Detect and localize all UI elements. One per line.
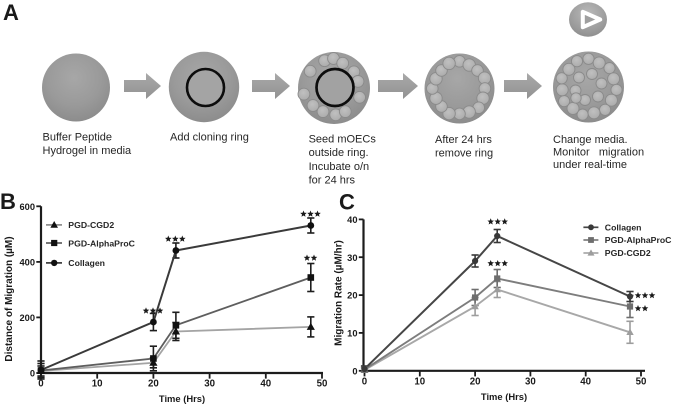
svg-text:B: B bbox=[0, 189, 16, 214]
svg-text:Seed mOECs: Seed mOECs bbox=[309, 133, 377, 145]
svg-text:50: 50 bbox=[317, 379, 328, 390]
svg-text:Collagen: Collagen bbox=[605, 223, 642, 233]
svg-text:30: 30 bbox=[347, 253, 357, 263]
svg-text:20: 20 bbox=[470, 377, 481, 388]
svg-text:PGD-AlphaProC: PGD-AlphaProC bbox=[605, 235, 672, 245]
svg-text:400: 400 bbox=[19, 257, 35, 267]
svg-text:0: 0 bbox=[38, 379, 43, 390]
svg-text:Add cloning ring: Add cloning ring bbox=[170, 131, 249, 143]
svg-text:Migration Rate (µM/hr): Migration Rate (µM/hr) bbox=[333, 240, 344, 346]
svg-text:PGD-CGD2: PGD-CGD2 bbox=[68, 220, 114, 230]
svg-text:under real-time: under real-time bbox=[553, 159, 627, 171]
svg-text:Time (Hrs): Time (Hrs) bbox=[481, 391, 527, 402]
svg-text:30: 30 bbox=[525, 377, 536, 388]
svg-text:0: 0 bbox=[30, 369, 35, 379]
svg-text:After 24 hrs: After 24 hrs bbox=[435, 134, 492, 146]
svg-text:outside ring.: outside ring. bbox=[309, 147, 369, 159]
svg-text:Incubate o/n: Incubate o/n bbox=[309, 161, 370, 173]
svg-text:for 24 hrs: for 24 hrs bbox=[309, 175, 356, 187]
svg-text:10: 10 bbox=[92, 379, 103, 390]
svg-text:50: 50 bbox=[636, 377, 647, 388]
svg-text:40: 40 bbox=[260, 379, 271, 390]
svg-text:20: 20 bbox=[347, 291, 357, 301]
svg-text:remove ring: remove ring bbox=[435, 148, 493, 160]
svg-text:40: 40 bbox=[347, 215, 357, 225]
svg-text:10: 10 bbox=[414, 377, 425, 388]
svg-text:30: 30 bbox=[204, 379, 215, 390]
svg-text:PGD-AlphaProC: PGD-AlphaProC bbox=[68, 238, 135, 248]
svg-text:0: 0 bbox=[352, 366, 357, 376]
svg-text:Hydrogel in media: Hydrogel in media bbox=[43, 145, 133, 157]
svg-text:Change media.: Change media. bbox=[553, 134, 628, 146]
svg-text:40: 40 bbox=[580, 377, 591, 388]
svg-text:A: A bbox=[3, 0, 19, 25]
svg-text:600: 600 bbox=[19, 202, 35, 212]
svg-text:PGD-CGD2: PGD-CGD2 bbox=[605, 248, 651, 258]
svg-text:200: 200 bbox=[19, 313, 35, 323]
svg-text:Distance of Migration (µM): Distance of Migration (µM) bbox=[4, 236, 15, 361]
svg-text:0: 0 bbox=[362, 377, 367, 388]
svg-text:C: C bbox=[339, 190, 355, 215]
svg-text:Monitor migration: Monitor migration bbox=[553, 147, 644, 159]
svg-text:20: 20 bbox=[148, 379, 159, 390]
svg-text:10: 10 bbox=[347, 328, 357, 338]
svg-text:Collagen: Collagen bbox=[68, 258, 105, 268]
svg-text:Time (Hrs): Time (Hrs) bbox=[159, 393, 205, 404]
svg-text:Buffer Peptide: Buffer Peptide bbox=[43, 131, 113, 143]
